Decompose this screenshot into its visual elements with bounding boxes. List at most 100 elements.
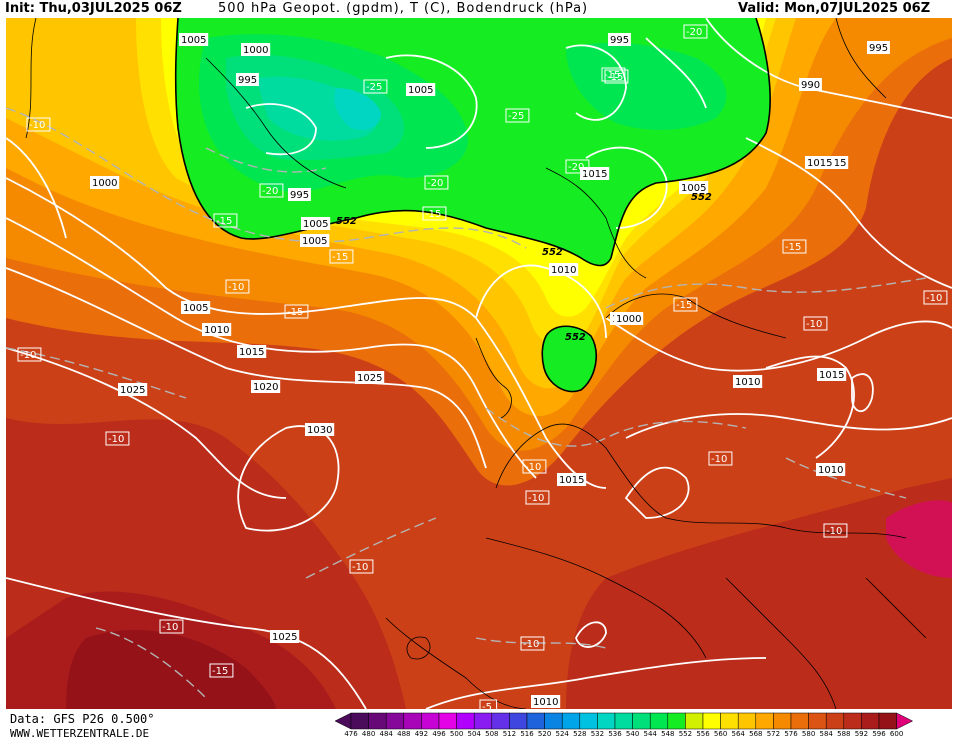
svg-text:995: 995 [610,35,629,46]
pressure-label: 1005 [679,181,709,194]
svg-text:-15: -15 [676,300,692,311]
colorbar-segment [368,712,387,730]
svg-text:1010: 1010 [204,325,229,336]
svg-text:-15: -15 [607,72,623,83]
pressure-label: 1010 [733,375,763,388]
geopotential-label: 552 [336,216,357,227]
colorbar-tick-label: 588 [837,730,851,738]
geopotential-label: 552 [542,247,563,258]
colorbar-segment [597,712,616,730]
temperature-label: -10 [525,490,550,505]
colorbar-tick-label: 492 [414,730,429,738]
temperature-label: -10 [923,290,948,305]
colorbar-segment [614,712,633,730]
colorbar-tick-label: 540 [625,730,640,738]
pressure-label: 990 [799,78,822,91]
colorbar-tick-label: 564 [731,730,745,738]
temperature-label: -15 [329,249,354,264]
svg-text:1005: 1005 [303,219,328,230]
svg-text:-15: -15 [332,252,348,263]
colorbar-segment [878,712,897,730]
colorbar-segment [561,712,581,730]
svg-text:-10: -10 [806,319,822,330]
svg-text:-15: -15 [604,70,620,81]
pressure-label: 1000 [614,312,644,325]
temperature-label: -20 [259,183,284,198]
svg-text:1000: 1000 [92,178,117,189]
svg-text:1015: 1015 [819,370,844,381]
temperature-label: -10 [349,559,374,574]
map-labels: 1005 1000 995 1005 995 995 1005 1010 1015 990 995 1… [17,24,948,709]
svg-text:-10: -10 [108,434,124,445]
temperature-label: -15 [673,297,698,312]
pressure-label: 1015 [805,156,835,169]
svg-text:1005: 1005 [181,35,206,46]
colorbar-tick-label: 536 [608,730,622,738]
data-source: Data: GFS P26 0.500° [10,712,155,726]
pressure-label: 1000 [241,43,271,56]
colorbar-tick-label: 580 [801,730,816,738]
svg-text:-20: -20 [686,27,702,38]
colorbar-tick-label: 500 [449,730,464,738]
colorbar-segment [456,712,475,730]
colorbar-segment [403,712,422,730]
website: WWW.WETTERZENTRALE.DE [10,727,150,740]
temperature-label: -25 [363,79,388,94]
colorbar-left-arrow [335,712,352,730]
pressure-label: 1030 [305,423,335,436]
colorbar-tick-label: 480 [361,730,376,738]
pressure-label: 1015 [237,345,267,358]
svg-text:1015: 1015 [559,475,584,486]
svg-text:995: 995 [290,190,309,201]
svg-text:-15: -15 [785,242,801,253]
colorbar-tick-label: 548 [661,730,675,738]
svg-text:1010: 1010 [533,697,558,708]
svg-text:1015: 1015 [239,347,264,358]
init-time: Init: Thu,03JUL2025 06Z [5,1,182,16]
pressure-label: 1015 [557,473,587,486]
colorbar-tick-label: 532 [590,730,605,738]
pressure-label: 1005 [179,33,209,46]
svg-text:-10: -10 [352,562,368,573]
colorbar-tick-label: 544 [643,730,657,738]
pressure-label: 1020 [251,380,281,393]
colorbar-tick-label: 556 [696,730,710,738]
geopotential-label: 552 [691,192,712,203]
pressure-label: 1010 [531,695,561,708]
svg-text:1005: 1005 [681,183,706,194]
temperature-label: -10 [105,431,130,446]
svg-text:-10: -10 [523,639,539,650]
colorbar-tick-label: 516 [520,730,534,738]
colorbar-segment [861,712,880,730]
svg-text:1030: 1030 [307,425,332,436]
temperature-label: -10 [225,279,250,294]
colorbar-tick-label: 592 [854,730,869,738]
svg-text:1015: 1015 [807,158,832,169]
colorbar-segment [720,712,739,730]
svg-text:-20: -20 [427,178,443,189]
pressure-label: 1005 [181,301,211,314]
colorbar-segment [790,712,809,730]
temperature-label: -15 [604,69,629,84]
colorbar-tick-label: 520 [537,730,552,738]
svg-text:552: 552 [565,332,586,343]
pressure-label: 1025 [355,371,385,384]
pressure-label: 1000 [90,176,120,189]
svg-text:-10: -10 [711,454,727,465]
temperature-label: -10 [522,459,547,474]
colorbar-segment [737,712,757,730]
colorbar-tick-label: 508 [485,730,499,738]
temperature-label: -10 [520,636,545,651]
svg-text:-10: -10 [20,350,36,361]
colorbar-tick-label: 488 [397,730,411,738]
svg-text:-15: -15 [425,209,441,220]
pressure-label: 995 [236,73,259,86]
colorbar-tick-label: 596 [872,730,886,738]
colorbar-segment [579,712,598,730]
temperature-label: -15 [284,304,309,319]
svg-text:995: 995 [238,75,257,86]
temperature-label: -10 [803,316,828,331]
pressure-label: 995 [608,33,631,46]
geopotential-label: 552 [565,332,586,343]
svg-text:-10: -10 [826,526,842,537]
